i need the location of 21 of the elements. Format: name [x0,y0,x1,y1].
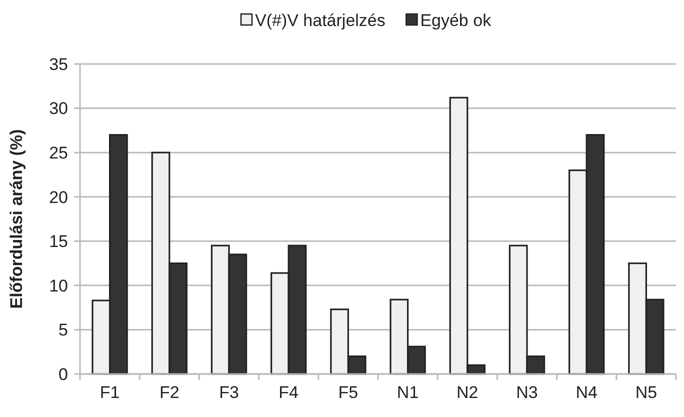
y-tick-label: 30 [49,99,68,118]
y-tick-label: 15 [49,232,68,252]
x-tick-label: N4 [576,383,598,402]
x-tick-label: N2 [456,383,478,402]
x-tick-label: N5 [635,383,658,402]
y-tick-label: 5 [58,320,68,340]
x-tick-label: F2 [159,383,180,402]
x-tick-label: N1 [396,383,419,402]
y-tick-label: 10 [49,276,68,296]
legend-label: V(#)V határjelzés [255,10,386,30]
y-tick-label: 0 [58,364,68,384]
x-tick-label: F1 [100,383,120,402]
legend-label: Egyéb ok [420,10,492,30]
y-axis-title: Előfordulási arány (%) [7,129,26,309]
x-tick-label: F5 [338,383,358,402]
x-tick-label: F4 [278,383,299,402]
y-tick-label: 25 [49,144,68,163]
x-tick-label: N3 [516,383,538,402]
y-tick-label: 20 [49,188,68,207]
y-tick-label: 35 [49,54,68,74]
x-tick-label: F3 [219,383,239,402]
